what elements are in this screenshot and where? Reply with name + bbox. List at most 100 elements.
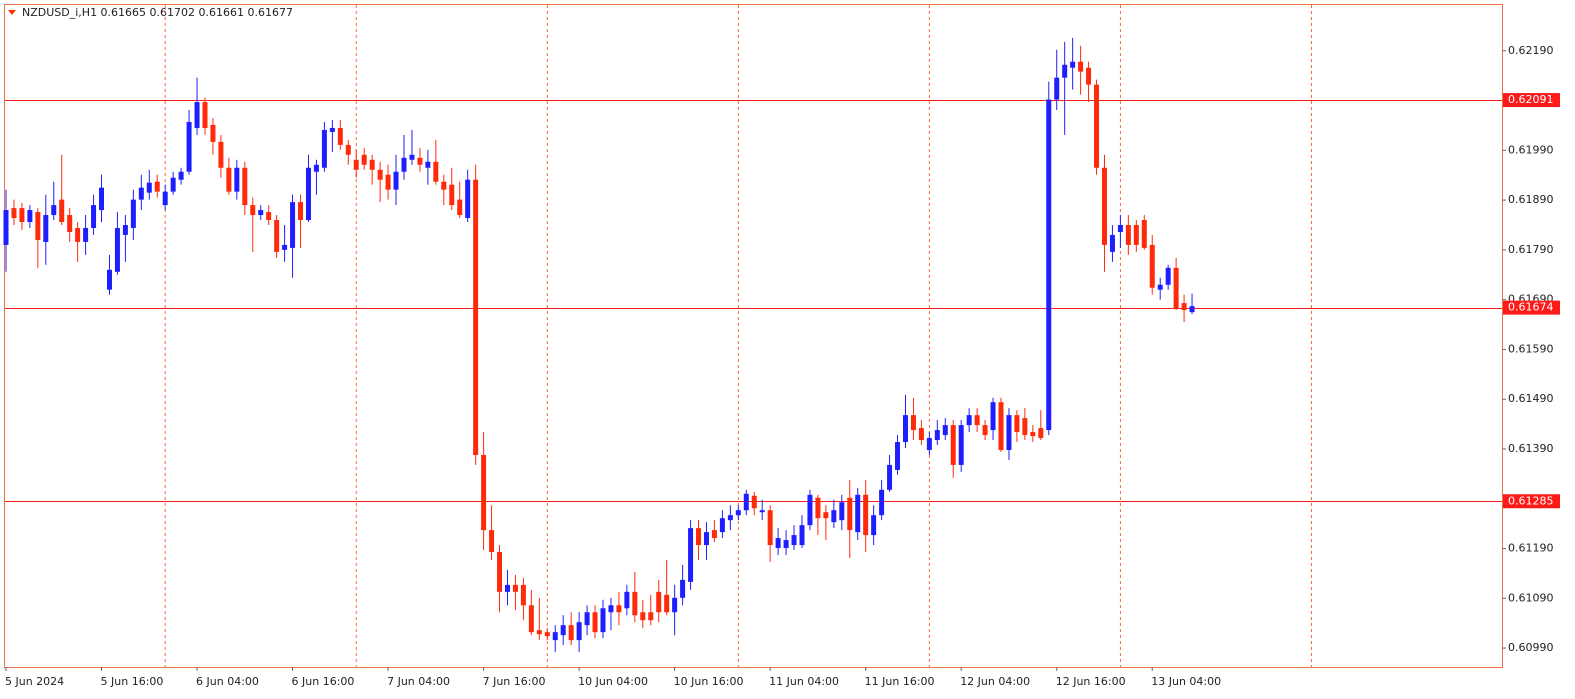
y-tick-label: 0.61790 [1508, 243, 1554, 256]
candle-body [274, 220, 280, 252]
candle-body [393, 171, 399, 190]
candle-body [170, 177, 176, 192]
candle-body [11, 208, 17, 219]
y-tick-label: 0.61990 [1508, 143, 1554, 156]
x-tick-label: 11 Jun 16:00 [865, 675, 935, 688]
candle-body [1062, 64, 1068, 78]
candle-body [162, 191, 168, 206]
candle-body [887, 464, 893, 490]
candle-body [1046, 99, 1052, 431]
candle-body [950, 425, 956, 465]
candle-body [895, 442, 901, 470]
candle-body [974, 415, 980, 426]
candle-body [186, 121, 192, 172]
candle-body [298, 202, 304, 221]
candle-body [83, 227, 89, 242]
candle-body [35, 212, 41, 240]
candle-body [337, 127, 343, 145]
candle-body [823, 512, 829, 519]
candle-body [1189, 306, 1195, 313]
candle-body [473, 179, 479, 455]
candle-body [584, 612, 590, 626]
candle-body [1006, 415, 1012, 450]
candle-body [592, 612, 598, 633]
candle-body [377, 169, 383, 180]
candle-body [552, 632, 558, 641]
candle-body [1149, 244, 1155, 288]
candle-body [1133, 225, 1139, 245]
candle-body [441, 181, 447, 190]
candle-body [353, 159, 359, 170]
candle-body [1054, 77, 1060, 100]
candle-body [154, 181, 160, 192]
candle-body [43, 215, 49, 242]
price-label: 0.61674 [1508, 301, 1554, 314]
candle-body [489, 530, 495, 553]
candle-body [839, 502, 845, 521]
candle-body [361, 154, 367, 165]
candle-body [942, 425, 948, 436]
candle-body [600, 608, 606, 633]
candle-body [75, 227, 81, 242]
candle-body [465, 179, 471, 219]
candle-body [305, 167, 311, 221]
candle-body [990, 402, 996, 431]
candle-body [958, 425, 964, 465]
candle-body [863, 494, 869, 536]
candle-body [688, 528, 694, 582]
candle-body [1101, 167, 1107, 245]
candle-body [815, 497, 821, 519]
candle-body [520, 584, 526, 606]
candle-body [1086, 67, 1092, 85]
x-tick-label: 7 Jun 04:00 [387, 675, 450, 688]
candle-body [122, 225, 128, 235]
candle-body [902, 415, 908, 443]
candle-body [751, 495, 757, 509]
candle-body [1030, 432, 1036, 437]
candle-body [313, 164, 319, 172]
candle-body [266, 212, 272, 221]
y-tick-label: 0.61490 [1508, 392, 1554, 405]
candle-body [1141, 220, 1147, 248]
candle-body [616, 605, 622, 613]
x-tick-label: 10 Jun 16:00 [674, 675, 744, 688]
chart-title: NZDUSD_i,H1 0.61665 0.61702 0.61661 0.61… [22, 6, 293, 19]
candle-body [417, 157, 423, 165]
candle-body [926, 438, 932, 450]
y-tick-label: 0.62190 [1508, 44, 1554, 57]
candle-body [106, 269, 112, 290]
candle-body [711, 530, 717, 539]
candle-body [1022, 418, 1028, 436]
candle-body [497, 552, 503, 592]
candle-body [138, 187, 144, 200]
candle-body [576, 622, 582, 641]
candle-body [1109, 234, 1115, 252]
candle-body [210, 124, 216, 142]
price-label-box [1503, 494, 1560, 509]
candle-body [1125, 225, 1131, 245]
candle-body [1117, 225, 1123, 232]
x-tick-label: 6 Jun 16:00 [292, 675, 355, 688]
candle-body [1173, 267, 1179, 309]
candle-body [425, 161, 431, 168]
candle-body [743, 493, 749, 511]
candle-body [409, 154, 415, 160]
candle-body [528, 605, 534, 633]
candle-body [1165, 267, 1171, 285]
y-tick-label: 0.61090 [1508, 591, 1554, 604]
candle-body [934, 430, 940, 441]
candle-body [703, 532, 709, 546]
candle-body [218, 141, 224, 168]
candle-body [735, 510, 741, 516]
x-tick-label: 13 Jun 04:00 [1151, 675, 1221, 688]
y-tick-label: 0.61190 [1508, 542, 1554, 555]
candle-body [831, 510, 837, 523]
price-label: 0.62091 [1508, 93, 1554, 106]
candle-body [234, 167, 240, 192]
candle-body [194, 102, 200, 128]
candle-body [783, 540, 789, 549]
candle-body [664, 594, 670, 613]
candle-body [481, 454, 487, 531]
candle-body [879, 489, 885, 516]
x-tick-label: 11 Jun 04:00 [769, 675, 839, 688]
